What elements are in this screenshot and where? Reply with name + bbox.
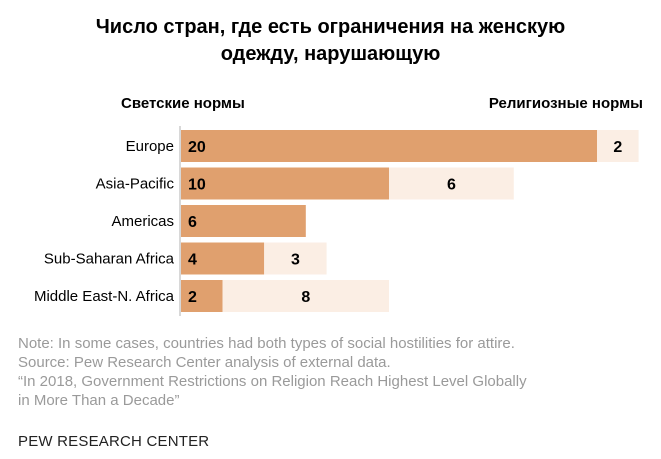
category-label: Asia-Pacific (96, 176, 175, 193)
legend-religious-norms: Религиозные нормы (488, 95, 643, 112)
bar-religious (597, 130, 639, 162)
source-line: Source: Pew Research Center analysis of … (18, 354, 391, 371)
bar-secular (181, 130, 597, 162)
data-label-religious: 6 (447, 177, 456, 194)
category-label: Europe (126, 138, 174, 155)
chart-title: Число стран, где есть ограничения на жен… (0, 14, 661, 68)
data-label-secular: 10 (188, 177, 206, 194)
data-label-secular: 6 (188, 214, 197, 231)
bar-secular (181, 280, 223, 312)
legend-secular-norms: Светские нормы (121, 95, 245, 112)
chart-title-line-2: одежду, нарушающую (220, 43, 441, 65)
chart-notes: Note: In some cases, countries had both … (18, 334, 648, 410)
stacked-bar-chart: Europe 20 2 Asia-Pacific 10 6 Americas 6 Sub-Sah… (34, 126, 639, 316)
category-label: Americas (111, 213, 174, 230)
data-label-religious: 3 (291, 252, 300, 269)
data-label-secular: 2 (188, 289, 197, 306)
data-label-secular: 20 (188, 139, 206, 156)
bar-religious (264, 242, 327, 275)
data-label-religious: 2 (613, 139, 622, 156)
report-title-line-1: “In 2018, Government Restrictions on Rel… (18, 373, 527, 390)
data-label-secular: 4 (188, 252, 197, 269)
source-organization: PEW RESEARCH CENTER (18, 433, 210, 450)
bar-secular (181, 167, 389, 200)
note-line: Note: In some cases, countries had both … (18, 335, 515, 352)
category-label: Middle East-N. Africa (34, 288, 175, 305)
bar-secular (181, 242, 265, 275)
bar-religious (389, 167, 514, 200)
report-title-line-2: in More Than a Decade” (18, 392, 180, 409)
bar-religious (222, 280, 389, 312)
data-label-religious: 8 (301, 289, 310, 306)
bar-secular (181, 205, 306, 237)
chart-title-line-1: Число стран, где есть ограничения на жен… (95, 16, 566, 38)
category-label: Sub-Saharan Africa (44, 251, 175, 268)
